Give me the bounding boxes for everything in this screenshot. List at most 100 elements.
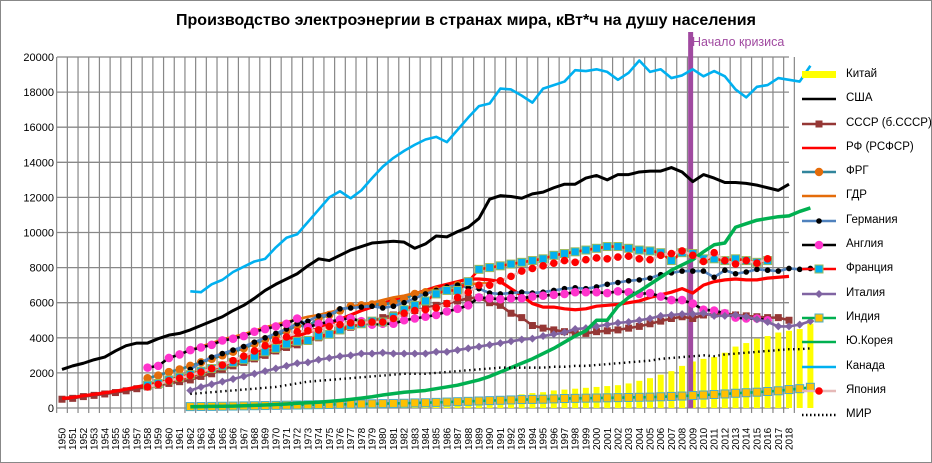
legend-item: Китай <box>800 66 930 90</box>
x-tick-label: 1960 <box>164 427 175 450</box>
x-tick-label: 1985 <box>432 427 443 450</box>
legend-item: Франция <box>800 260 930 284</box>
legend-label: Индия <box>846 310 880 323</box>
legend-label: Китай <box>846 68 878 80</box>
legend-label: Япония <box>846 383 886 396</box>
x-tick-label: 1981 <box>389 427 400 450</box>
legend-swatch-icon <box>802 146 836 150</box>
legend-label: ФРГ <box>846 165 869 178</box>
y-tick-label: 6000 <box>30 298 54 310</box>
chart-title: Производство электроэнергии в странах ми… <box>176 12 756 29</box>
x-tick-label: 1952 <box>79 427 90 450</box>
legend-label: ГДР <box>846 189 867 202</box>
legend-item: Индия <box>800 309 930 333</box>
x-tick-label: 2010 <box>699 427 710 450</box>
legend-item: РФ (РСФСР) <box>800 139 930 163</box>
legend-swatch-icon <box>802 71 836 78</box>
legend-item: МИР <box>800 406 930 430</box>
x-tick-label: 2018 <box>785 427 796 450</box>
legend-item: ГДР <box>800 187 930 211</box>
legend-swatch-icon <box>802 365 836 368</box>
crisis-annotation-label: Начало кризиса <box>692 35 785 49</box>
series-мир <box>190 347 811 396</box>
x-tick-label: 2014 <box>742 427 753 450</box>
legend-swatch-icon <box>802 289 836 298</box>
x-tick-label: 1975 <box>325 427 336 450</box>
x-tick-label: 2015 <box>752 427 763 450</box>
x-tick-label: 1978 <box>357 427 368 450</box>
x-tick-label: 2001 <box>603 427 614 450</box>
y-tick-label: 20000 <box>23 52 54 64</box>
x-tick-label: 2005 <box>646 427 657 450</box>
series-франция <box>143 242 773 390</box>
x-tick-label: 1956 <box>122 427 133 450</box>
x-tick-label: 1987 <box>453 427 464 450</box>
x-tick-label: 1950 <box>58 427 69 450</box>
y-tick-label: 12000 <box>23 192 54 204</box>
legend-swatch-icon <box>802 217 836 224</box>
legend-label: РФ (РСФСР) <box>846 140 914 153</box>
legend-item: США <box>800 90 930 114</box>
legend-item: СССР (б.СССР) <box>800 115 932 139</box>
legend-label: Ю.Корея <box>846 335 893 348</box>
x-tick-label: 2004 <box>635 427 646 450</box>
x-tick-label: 1954 <box>100 427 111 450</box>
x-tick-label: 1990 <box>485 427 496 450</box>
legend-label: Англия <box>846 238 884 251</box>
y-tick-label: 4000 <box>30 333 54 345</box>
x-tick-label: 2017 <box>774 427 785 450</box>
x-tick-label: 1951 <box>68 427 79 450</box>
x-tick-label: 2000 <box>592 427 603 450</box>
x-tick-label: 1992 <box>507 427 518 450</box>
x-tick-label: 2012 <box>720 427 731 450</box>
legend-item: Япония <box>800 382 930 406</box>
x-tick-label: 2002 <box>613 427 624 450</box>
legend-swatch-icon <box>802 264 836 274</box>
x-tick-label: 1993 <box>517 427 528 450</box>
x-tick-label: 1957 <box>132 427 143 450</box>
chart-legend: Китай США СССР (б.СССР) РФ (РСФСР) ФРГ ГДР Гер… <box>800 66 932 430</box>
x-tick-label: 2016 <box>763 427 774 450</box>
x-tick-label: 1989 <box>474 427 485 450</box>
legend-swatch-icon <box>802 120 836 128</box>
x-tick-label: 1979 <box>368 427 379 450</box>
x-tick-label: 1976 <box>335 427 346 450</box>
legend-label: Германия <box>846 213 898 226</box>
legend-swatch-icon <box>802 341 836 344</box>
legend-swatch-icon <box>802 387 836 395</box>
y-tick-label: 10000 <box>23 228 54 240</box>
legend-swatch-icon <box>802 413 836 417</box>
x-tick-label: 1967 <box>239 427 250 450</box>
x-tick-label: 1953 <box>90 427 101 450</box>
legend-item: Англия <box>800 236 930 260</box>
x-tick-label: 1984 <box>421 427 432 450</box>
y-tick-label: 0 <box>48 403 54 415</box>
legend-item: Ю.Корея <box>800 333 930 357</box>
x-tick-label: 1983 <box>410 427 421 450</box>
y-tick-label: 18000 <box>23 87 54 99</box>
x-tick-label: 2003 <box>624 427 635 450</box>
legend-label: Италия <box>846 286 886 299</box>
x-tick-label: 2011 <box>710 428 721 450</box>
legend-item: Италия <box>800 285 930 309</box>
x-tick-label: 1965 <box>218 427 229 450</box>
series-германия <box>187 265 814 373</box>
x-tick-label: 1969 <box>261 427 272 450</box>
y-tick-label: 8000 <box>30 263 54 275</box>
legend-label: США <box>846 92 873 105</box>
y-tick-label: 16000 <box>23 122 54 134</box>
y-tick-label: 2000 <box>30 368 54 380</box>
x-tick-label: 1968 <box>250 427 261 450</box>
x-tick-label: 1970 <box>271 427 282 450</box>
x-tick-label: 1977 <box>346 427 357 450</box>
x-tick-label: 1996 <box>549 427 560 450</box>
x-tick-label: 2007 <box>667 427 678 450</box>
x-tick-label: 2006 <box>656 427 667 450</box>
x-tick-label: 1986 <box>442 427 453 450</box>
x-tick-label: 1982 <box>400 427 411 450</box>
legend-label: МИР <box>846 408 872 421</box>
series-ю-корея <box>190 206 811 409</box>
legend-swatch-icon <box>802 195 836 198</box>
legend-item: Германия <box>800 212 930 236</box>
